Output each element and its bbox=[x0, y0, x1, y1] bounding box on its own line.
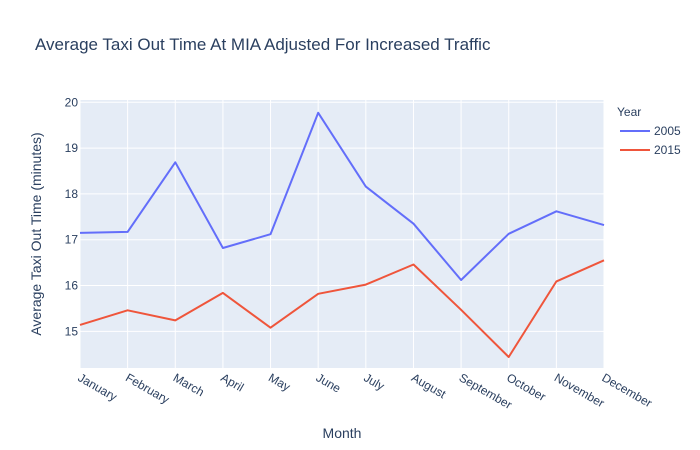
series-line-2015 bbox=[79, 259, 605, 358]
x-axis-ticks: January February March April May June July Augu… bbox=[76, 370, 655, 411]
data-series bbox=[79, 111, 605, 358]
y-axis-title: Average Taxi Out Time (minutes) bbox=[28, 132, 44, 335]
y-tick-label: 17 bbox=[65, 233, 79, 247]
legend-items[interactable]: 2005 2015 bbox=[620, 124, 681, 157]
x-tick-label: December bbox=[600, 370, 655, 410]
x-tick-label: June bbox=[314, 370, 344, 395]
x-tick-label: July bbox=[361, 370, 386, 393]
y-tick-label: 16 bbox=[65, 279, 79, 293]
y-tick-label: 19 bbox=[65, 141, 79, 155]
x-axis-title: Month bbox=[323, 425, 362, 441]
legend-item-2005[interactable]: 2005 bbox=[620, 124, 681, 138]
x-tick-label: March bbox=[171, 370, 207, 399]
x-tick-label: February bbox=[123, 370, 172, 406]
x-tick-label: August bbox=[409, 370, 449, 401]
x-tick-label: September bbox=[457, 370, 515, 411]
x-tick-label: May bbox=[266, 370, 293, 393]
series-line-2005 bbox=[79, 111, 605, 281]
y-axis-ticks: 15 16 17 18 19 20 bbox=[65, 95, 79, 338]
legend[interactable]: Year 2005 2015 bbox=[617, 105, 681, 157]
y-tick-label: 18 bbox=[65, 187, 79, 201]
x-tick-label: January bbox=[76, 370, 120, 403]
legend-label: 2005 bbox=[654, 124, 681, 138]
x-tick-label: April bbox=[218, 370, 246, 394]
chart-title: Average Taxi Out Time At MIA Adjusted Fo… bbox=[35, 35, 491, 54]
y-tick-label: 20 bbox=[65, 95, 79, 109]
legend-item-2015[interactable]: 2015 bbox=[620, 143, 681, 157]
plot-area bbox=[80, 100, 604, 368]
legend-title: Year bbox=[617, 105, 641, 119]
y-tick-label: 15 bbox=[65, 324, 79, 338]
legend-label: 2015 bbox=[654, 143, 681, 157]
x-tick-label: November bbox=[552, 370, 607, 410]
